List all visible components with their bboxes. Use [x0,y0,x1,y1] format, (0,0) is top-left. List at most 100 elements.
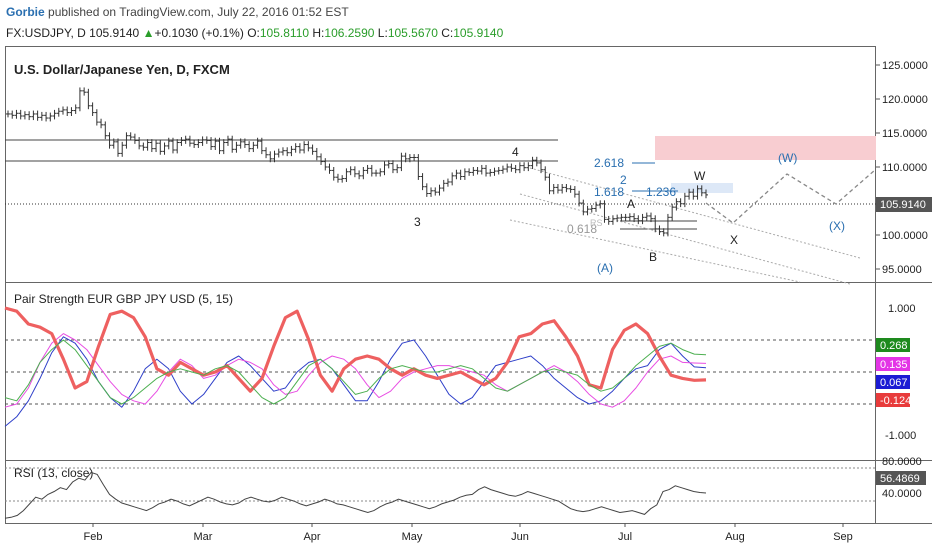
candle [27,111,32,121]
chart-canvas[interactable]: U.S. Dollar/Japanese Yen, D, FXCM 4 3 A … [0,46,932,550]
fib-label-2618: 2.618 [594,156,624,170]
candle [259,137,264,155]
candle [44,111,49,122]
candle [682,192,687,208]
price-axis[interactable]: 125.0000120.0000115.0000110.0000105.0000… [876,60,928,276]
candle [77,87,82,112]
candle [65,106,70,116]
candle [200,136,205,146]
candle [327,163,332,174]
candle [369,164,374,177]
candle [352,166,357,178]
candle [323,158,328,171]
candle [162,142,167,155]
candle [132,133,137,144]
projection-path [705,169,876,224]
price-change: +0.1030 (+0.1%) [154,26,244,40]
up-arrow-icon: ▲ [142,26,155,40]
channel-mid-line [519,193,851,285]
chart-frame [5,46,876,524]
jpy-value-badge [876,393,910,407]
candle [454,169,459,180]
candle [386,160,391,169]
candle [488,169,493,177]
candle [429,187,434,197]
chart-header: Gorbie published on TradingView.com, Jul… [0,0,932,46]
candle [357,170,362,180]
wave-label-big-x: (X) [829,219,845,233]
candle [564,184,569,193]
time-axis-tick: Feb [84,531,103,543]
pair-strength-pane[interactable]: Pair Strength EUR GBP JPY USD (5, 15) 1.… [4,292,916,442]
price-pane[interactable]: U.S. Dollar/Japanese Yen, D, FXCM 4 3 A … [5,60,932,285]
candle [399,152,404,172]
target-zone-pink [655,136,876,160]
candle [107,132,112,149]
candle [420,173,425,191]
candle [60,106,65,115]
candle [128,132,133,141]
candle [319,153,324,165]
candle [56,107,61,117]
candle [441,179,446,192]
jpy-strength-line [4,306,707,393]
candle [234,141,239,153]
ps-axis-tick-neg1: -1.000 [885,430,916,442]
candle [509,163,514,172]
candle [610,215,615,225]
time-axis[interactable]: Feb Mar Apr May Jun Jul Aug Sep [84,523,853,543]
candles [6,87,708,237]
candle [471,167,476,176]
candle [577,190,582,207]
candle [560,184,565,194]
rsi-value-text: 56.4869 [880,473,920,485]
channel-lower-line [509,219,801,283]
candle [280,147,285,156]
candle [484,164,489,177]
candle [555,184,560,194]
candle [687,188,692,200]
candle [572,186,577,198]
wave-label-w: W [694,169,706,183]
author-link[interactable]: Gorbie [6,5,45,19]
candle [640,213,645,225]
candle [534,156,539,167]
candle [86,88,91,110]
candle [331,167,336,181]
eur-strength-line [4,336,707,427]
candle [217,137,222,155]
candle [238,138,243,149]
candle [276,148,281,158]
candle [670,203,675,221]
wave-label-b: B [649,250,657,264]
candle [623,213,628,221]
candle [517,162,522,174]
candle [137,137,142,150]
candle [73,104,78,114]
time-axis-tick: Jun [511,531,529,543]
candle [179,137,184,146]
candle [306,141,311,152]
fib-label-2: 2 [620,173,627,187]
rsi-line [4,471,707,519]
candle [120,141,125,157]
candle [297,143,302,154]
rsi-series-line [4,471,707,519]
price-axis-tick: 125.0000 [882,60,928,72]
candle [437,184,442,196]
candle [175,139,180,154]
candle [158,139,163,155]
candle [615,214,620,223]
time-axis-tick: Sep [833,531,853,543]
time-axis-tick: Mar [194,531,213,543]
candle [31,110,36,121]
candle [627,213,632,221]
usd-value-badge [876,338,910,352]
candle [606,215,611,225]
candle [500,165,505,174]
candle [310,144,315,155]
price-pane-title: U.S. Dollar/Japanese Yen, D, FXCM [14,62,230,77]
rsi-axis-tick-80: 80.0000 [882,456,922,468]
rsi-pane[interactable]: RSI (13, close) 80.0000 40.0000 56.4869 [4,456,926,519]
symbol-label: FX:USDJPY, D [6,26,86,40]
